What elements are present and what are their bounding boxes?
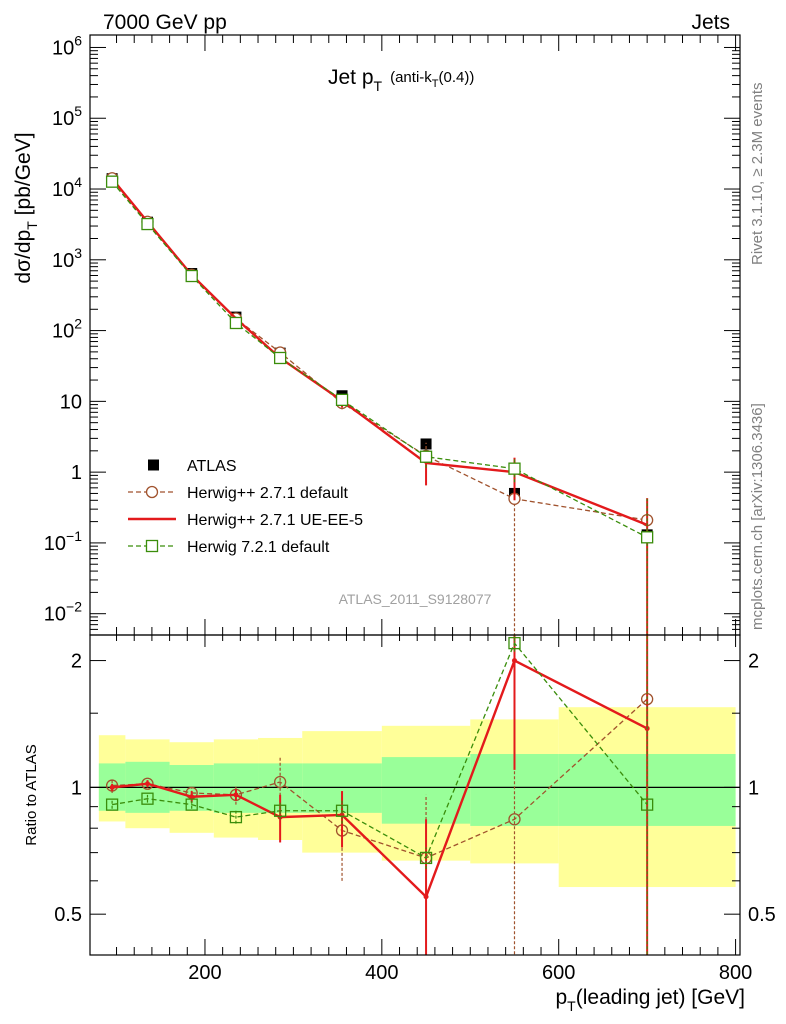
ratio-y-label: Ratio to ATLAS <box>23 744 40 845</box>
main-series <box>105 172 654 635</box>
ratio-y-tick-label-left: 2 <box>71 651 82 673</box>
x-tick-label: 200 <box>188 962 221 984</box>
main-y-label: dσ/dpT [pb/GeV] <box>12 132 40 283</box>
legend-label: ATLAS <box>187 458 237 475</box>
ratio-marker-circle <box>508 813 521 826</box>
main-y-tick-label: 104 <box>52 174 82 201</box>
legend-label: Herwig++ 2.7.1 default <box>187 485 349 502</box>
ratio-y-tick-label-left: 0.5 <box>54 904 82 926</box>
x-tick-label: 400 <box>365 962 398 984</box>
title-sub: T <box>374 78 383 94</box>
ratio-y-tick-label-right: 1 <box>748 777 759 799</box>
herwig7-marker <box>185 269 198 283</box>
ratio-marker-square <box>273 804 287 817</box>
main-y-tick-label: 10 <box>60 391 82 413</box>
title-paren: (anti-k <box>390 69 432 86</box>
main-panel: 10−2 10−1 1 10 102 103 104 105 106 dσ/dpT [pb/Ge… <box>12 32 741 636</box>
herwig7-marker <box>105 175 119 188</box>
title-main: Jet p <box>328 66 374 89</box>
ratio-marker-dot <box>511 658 517 664</box>
title-paren-end: (0.4)) <box>439 69 475 86</box>
main-y-tick-label: 10−2 <box>44 599 82 626</box>
legend-marker-atlas <box>148 459 159 471</box>
legend: ATLAS Herwig++ 2.7.1 default Herwig++ 2.7.… <box>128 458 363 556</box>
herwig7-marker <box>335 393 349 407</box>
ratio-marker-square <box>335 804 349 817</box>
ratio-line-circle-dashed <box>112 698 648 859</box>
legend-marker-square <box>145 539 159 553</box>
ratio-panel: 0.5 0.5 1 1 2 2 200 400 600 800 Ratio to ATLAS pT… <box>23 634 776 1014</box>
main-y-tick-label: 105 <box>52 103 82 130</box>
x-tick-label: 800 <box>719 962 752 984</box>
ratio-series <box>105 635 654 955</box>
ratio-marker-square <box>508 636 521 650</box>
title-paren-sub: T <box>432 78 439 90</box>
rivet-label: Rivet 3.1.10, ≥ 2.3M events <box>749 83 766 266</box>
series-line-square-dashed <box>111 181 648 538</box>
main-y-tick-label: 10−1 <box>44 528 82 555</box>
ratio-y-tick-label-right: 0.5 <box>748 904 776 926</box>
ratio-marker-square <box>185 798 198 811</box>
ratio-line-square-dashed <box>112 641 648 859</box>
ratio-marker-circle <box>273 775 287 789</box>
main-y-tick-label: 1 <box>71 462 82 484</box>
ratio-marker-square <box>419 851 433 865</box>
legend-marker-circle <box>145 485 159 499</box>
herwig7-marker <box>229 316 243 330</box>
ratio-marker-dot <box>189 794 195 800</box>
herwig7-marker <box>419 450 433 463</box>
header-right: Jets <box>691 11 730 34</box>
ratio-marker-dot <box>233 792 239 798</box>
ratio-marker-dot <box>144 781 150 787</box>
ratio-y-tick-label-right: 2 <box>748 651 759 673</box>
mcplots-label: mcplots.cern.ch [arXiv:1306.3436] <box>749 403 766 630</box>
herwig7-marker <box>640 531 654 544</box>
x-tick-label: 600 <box>542 962 575 984</box>
ratio-marker-square <box>105 798 119 811</box>
ratio-marker-dot <box>423 894 429 900</box>
legend-label: Herwig 7.2.1 default <box>187 539 330 556</box>
plot-title: Jet pT (anti-kT(0.4)) <box>328 66 474 94</box>
header-left: 7000 GeV pp <box>103 11 227 34</box>
analysis-id: ATLAS_2011_S9128077 <box>339 591 492 607</box>
legend-label: Herwig++ 2.7.1 UE-EE-5 <box>187 512 363 529</box>
herwig7-marker <box>141 217 154 231</box>
ratio-frame <box>89 634 741 956</box>
ratio-y-tick-label-left: 1 <box>71 777 82 799</box>
ratio-marker-square <box>229 810 243 824</box>
ratio-marker-dot <box>109 784 115 790</box>
main-y-tick-label: 106 <box>52 32 82 59</box>
herwig7-marker <box>273 351 287 365</box>
herwig7-marker <box>508 462 521 475</box>
x-axis-label: pT(leading jet) [GeV] <box>555 986 745 1014</box>
main-y-tick-label: 102 <box>52 316 82 343</box>
main-y-tick-label: 103 <box>52 245 82 272</box>
ratio-marker-square <box>640 798 654 811</box>
main-y-ticks: 10−2 10−1 1 10 102 103 104 105 106 <box>44 32 740 636</box>
ratio-ticks: 0.5 0.5 1 1 2 2 200 400 600 800 <box>54 635 776 984</box>
ratio-marker-square <box>141 792 154 805</box>
